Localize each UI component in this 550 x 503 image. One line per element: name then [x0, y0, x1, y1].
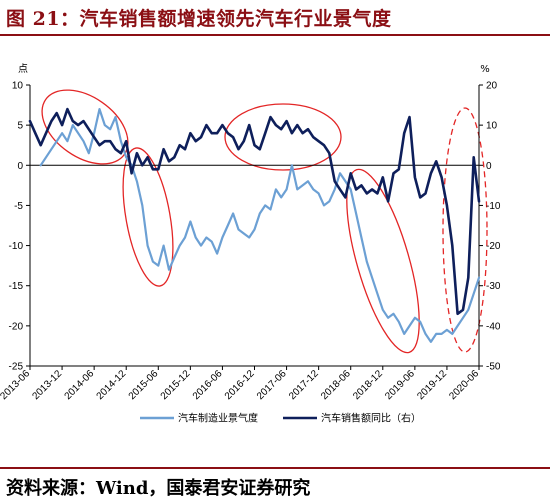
x-tick-label: 2017-06	[255, 368, 289, 402]
right-axis-unit: %	[480, 64, 490, 75]
right-tick-label: -10	[486, 201, 501, 212]
figure-title: 图 21：汽车销售额增速领先汽车行业景气度	[6, 8, 392, 30]
source-note: 资料来源：Wind，国泰君安证券研究	[6, 478, 311, 499]
line-chart: 点 % 10 5 0 -5 -10 -15 -20 -25 20 10 0 -10 -20 -30 -40 -50…	[0, 63, 501, 425]
right-tick-label: -50	[486, 362, 501, 373]
left-tick-label: 5	[17, 121, 23, 132]
left-tick-label: 0	[17, 161, 23, 172]
x-tick-label: 2020-06	[447, 368, 481, 402]
left-axis-unit: 点	[18, 63, 28, 75]
annotation-ellipse-1	[41, 89, 129, 165]
annotation-ellipse-4	[346, 168, 420, 354]
x-tick-label: 2013-12	[30, 368, 64, 402]
left-tick-label: -5	[14, 201, 23, 212]
x-tick-label: 2019-06	[383, 368, 417, 402]
left-tick-label: -15	[9, 281, 24, 292]
x-tick-label: 2018-06	[319, 368, 353, 402]
series-line-1	[39, 108, 481, 343]
chart-legend: 汽车制造业景气度 汽车销售额同比（右）	[140, 412, 421, 425]
legend-label-2: 汽车销售额同比（右）	[321, 412, 421, 425]
x-tick-label: 2019-12	[415, 368, 449, 402]
axes-layer: 点 % 10 5 0 -5 -10 -15 -20 -25 20 10 0 -10 -20 -30 -40 -50…	[0, 63, 501, 402]
right-tick-label: 0	[486, 161, 492, 172]
title-divider	[0, 34, 550, 36]
right-tick-label: 20	[486, 81, 498, 92]
left-tick-label: 10	[12, 81, 24, 92]
x-tick-label: 2015-06	[127, 368, 161, 402]
x-tick-label: 2017-12	[287, 368, 321, 402]
left-tick-label: -10	[9, 241, 24, 252]
legend-label-1: 汽车制造业景气度	[178, 412, 258, 425]
x-tick-label: 2014-12	[95, 368, 129, 402]
right-tick-label: -40	[486, 321, 501, 332]
x-tick-label: 2013-06	[0, 368, 32, 402]
annotation-ellipse-5	[442, 107, 488, 353]
series-layer	[28, 107, 481, 343]
x-tick-label: 2014-06	[63, 368, 97, 402]
left-tick-label: -20	[9, 321, 24, 332]
x-tick-label: 2016-12	[223, 368, 257, 402]
right-tick-label: 10	[486, 121, 498, 132]
source-divider	[0, 467, 550, 469]
x-tick-label: 2018-12	[351, 368, 385, 402]
annotation-ellipse-3	[224, 103, 342, 171]
annotation-layer	[41, 89, 488, 354]
left-tick-label: -25	[9, 362, 24, 373]
x-tick-label: 2015-12	[159, 368, 193, 402]
right-tick-label: -30	[486, 281, 501, 292]
series-line-2	[28, 107, 481, 316]
annotation-ellipse-2	[122, 147, 174, 287]
x-tick-label: 2016-06	[191, 368, 225, 402]
right-tick-label: -20	[486, 241, 501, 252]
